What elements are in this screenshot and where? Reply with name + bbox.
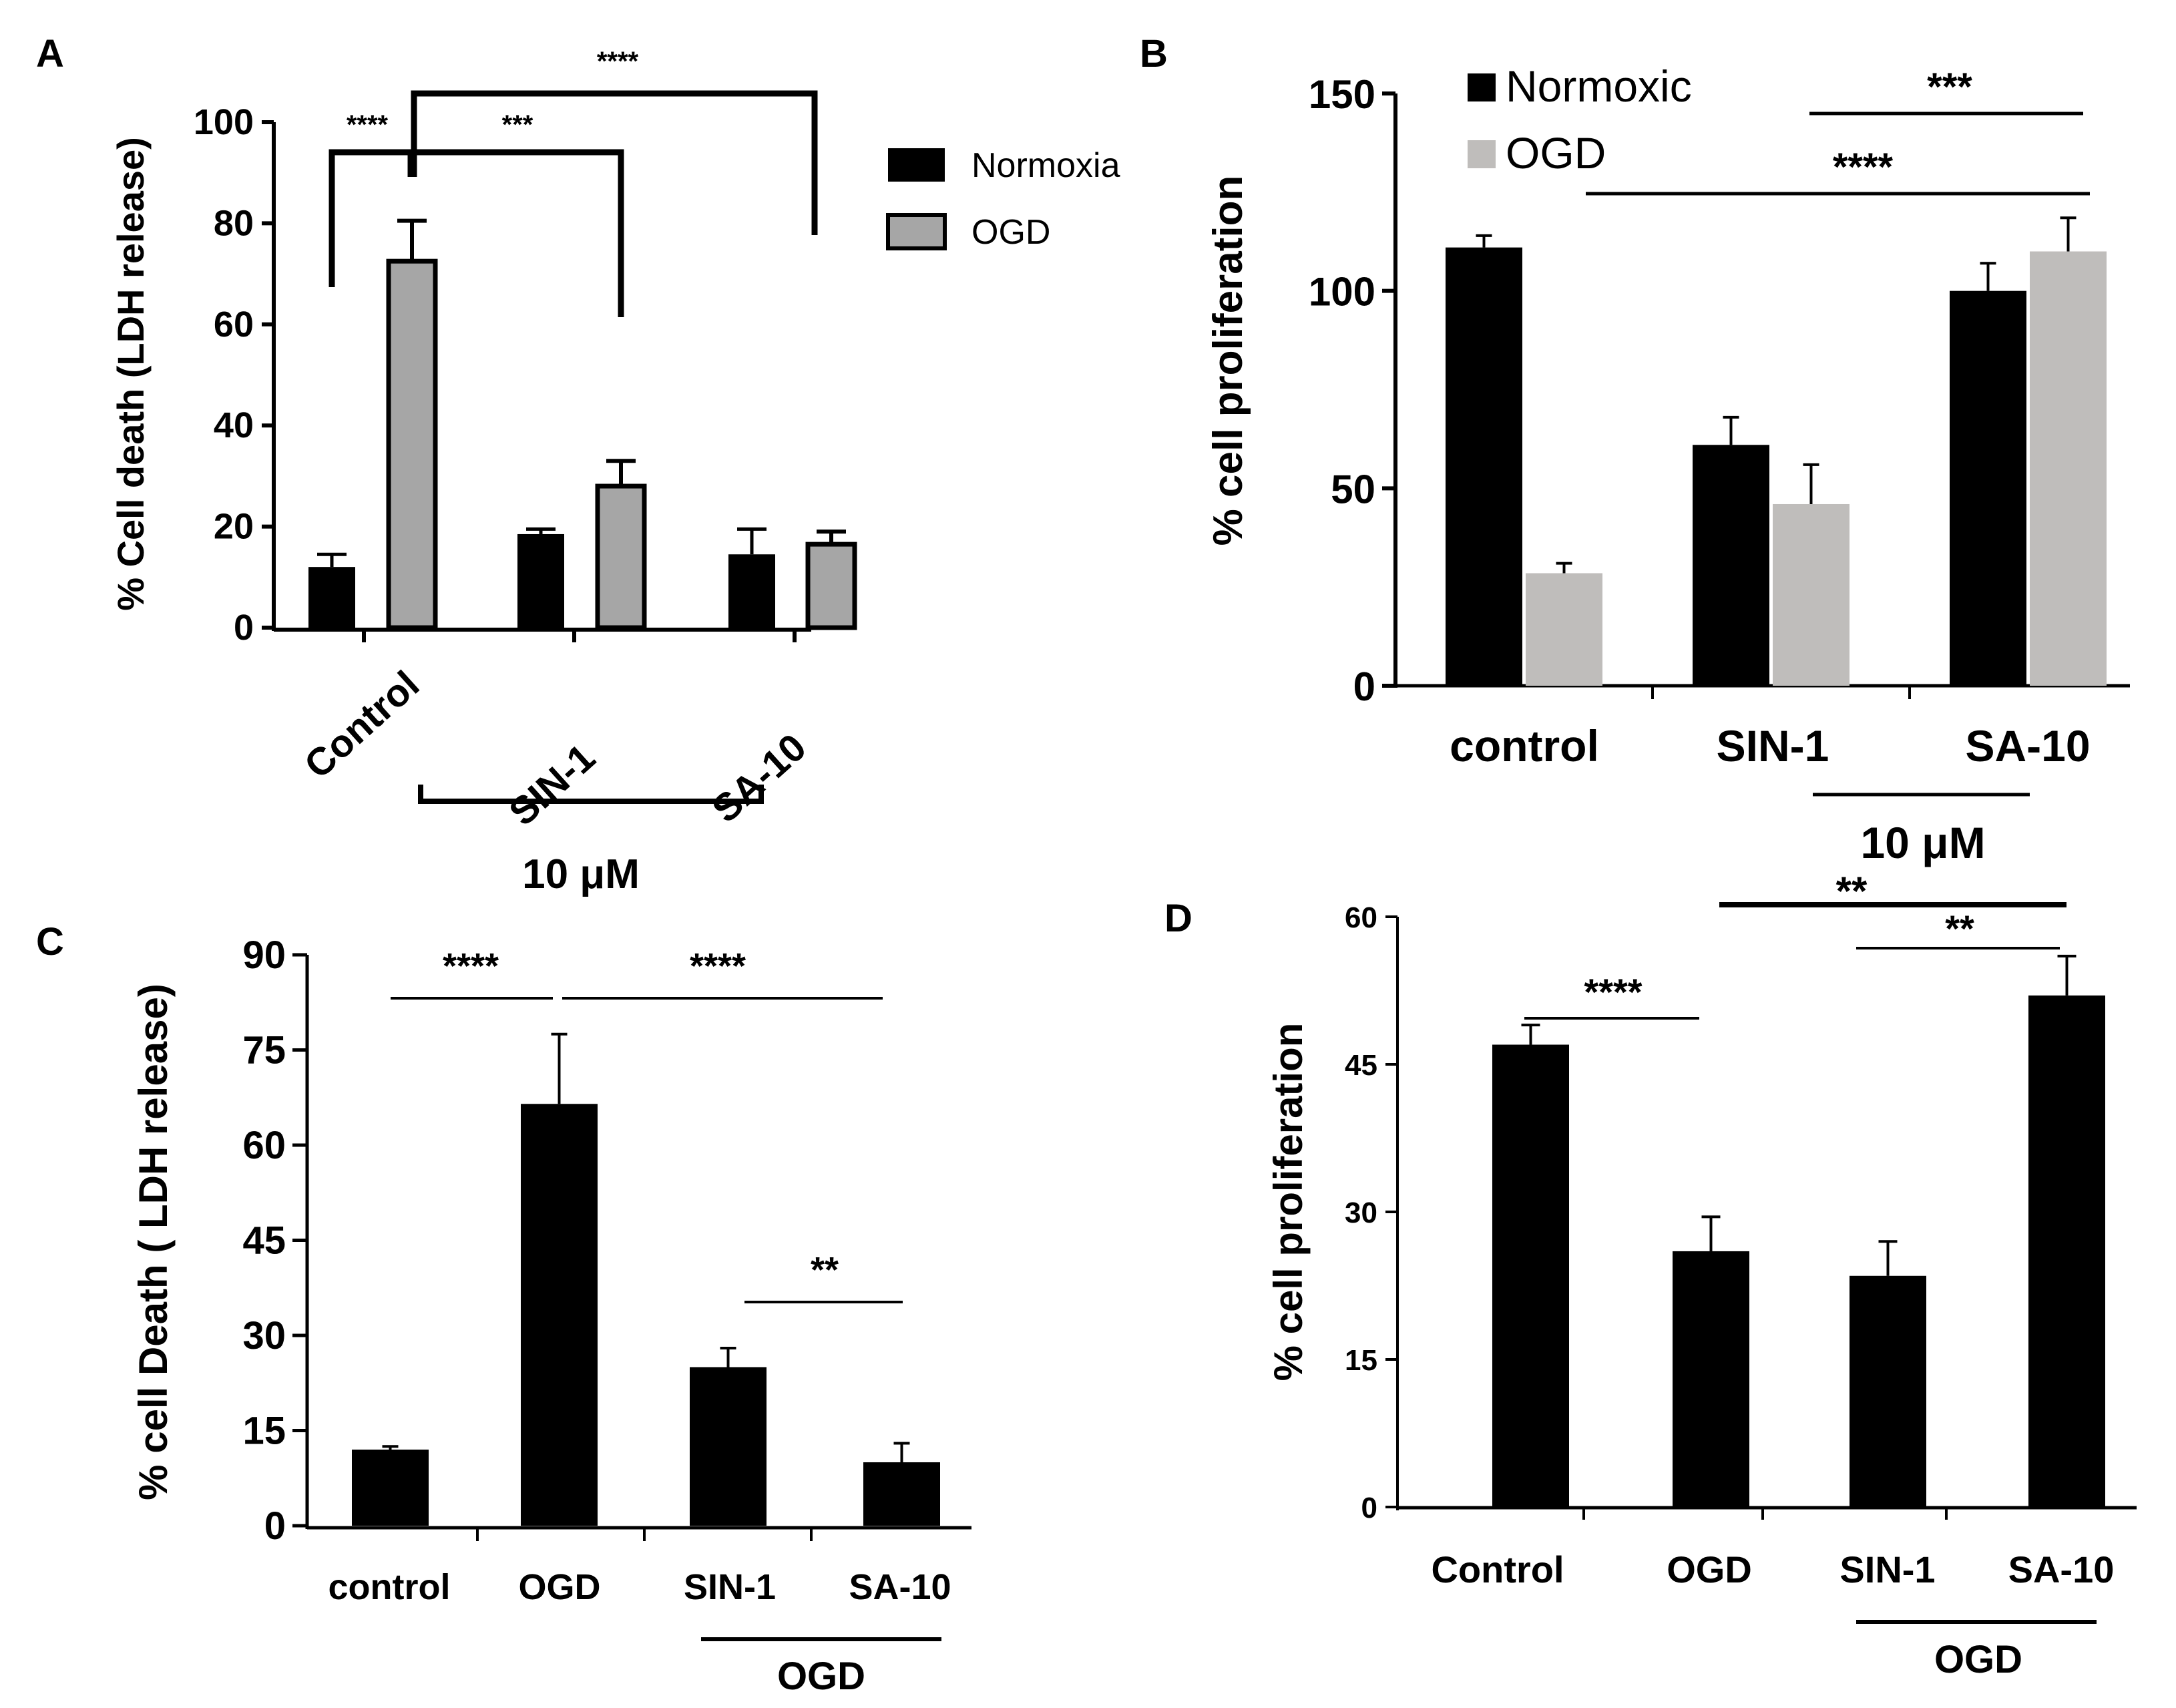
panel-d-category-label: OGD [1667, 1548, 1752, 1590]
panel-a-sig-label-2: *** [502, 110, 533, 140]
panel-c-y-axis-label: % cell Death ( LDH release) [131, 984, 176, 1500]
panel-b-legend-normoxic: Normoxic [1506, 61, 1692, 111]
panel-a-legend-ogd: OGD [971, 213, 1050, 252]
panel-c-y-tick-label: 45 [242, 1219, 286, 1263]
panel-c-bar [690, 1367, 767, 1526]
panel-c-bar [863, 1462, 940, 1526]
panel-c-y-tick-label: 60 [242, 1124, 286, 1167]
panel-c-y-tick-label: 30 [242, 1314, 286, 1357]
panel-a-sig-bracket-1 [329, 149, 414, 287]
panel-d-y-tick-label: 0 [1361, 1492, 1377, 1524]
panel-label-d: D [1164, 897, 1192, 940]
panel-d-y-tick-label: 15 [1345, 1344, 1377, 1377]
panel-d-sig-label-3: ** [1945, 907, 1974, 949]
panel-c-category-label: OGD [518, 1567, 600, 1607]
panel-d-bar [1492, 1044, 1569, 1507]
panel-a-group-bracket [418, 785, 764, 804]
panel-b-bar-ogd [1526, 573, 1602, 686]
panel-d-category-label: SIN-1 [1839, 1548, 1935, 1590]
panel-c-sig-label-1: **** [443, 946, 499, 986]
panel-c-group-label: OGD [777, 1655, 865, 1698]
panel-a-category-label: SA-10 [704, 725, 815, 831]
panel-b-bar-normoxic [1446, 247, 1522, 686]
panel-b-bar-normoxic [1693, 445, 1769, 686]
panel-a-sig-bracket-2 [411, 149, 624, 317]
panel-a-sig-label-3: **** [597, 47, 639, 76]
panel-a-bar-ogd [595, 483, 647, 630]
panel-d-bar [1673, 1251, 1749, 1507]
panel-a-bar-normoxia [308, 567, 355, 628]
panel-c-sig-label-3: ** [811, 1250, 839, 1290]
panel-a-bar-ogd [805, 542, 857, 630]
panel-a-bar-ogd [386, 258, 438, 630]
panel-c-y-tick-label: 90 [242, 933, 286, 977]
panel-d-bar [2028, 995, 2105, 1507]
panel-a-sig-label-1: **** [347, 110, 389, 140]
panel-a-sig-bracket-3 [411, 90, 818, 235]
panel-a-y-tick-label: 0 [234, 608, 254, 648]
panel-a-y-tick-label: 60 [214, 304, 254, 345]
panel-c-category-label: SA-10 [849, 1567, 951, 1607]
panel-label-a: A [36, 32, 64, 75]
panel-label-c: C [36, 920, 64, 964]
panel-d-group-label: OGD [1934, 1638, 2022, 1681]
panel-a-y-tick-label: 20 [214, 507, 254, 547]
panel-d-sig-label-1: **** [1584, 971, 1642, 1013]
panel-label-b: B [1140, 32, 1168, 75]
panel-b-y-tick-label: 100 [1309, 270, 1375, 314]
panel-b-legend-ogd: OGD [1506, 128, 1606, 178]
panel-d-y-tick-label: 60 [1345, 901, 1377, 934]
panel-b-bar-ogd [2030, 251, 2107, 686]
panel-a-y-tick-label: 100 [194, 102, 254, 142]
panel-b-group-label: 10 μM [1860, 818, 1985, 867]
panel-b-bar-ogd [1773, 503, 1849, 686]
panel-c-y-tick-label: 15 [242, 1410, 286, 1453]
panel-d-y-axis-label: % cell proliferation [1266, 1023, 1311, 1381]
panel-c-category-label: SIN-1 [684, 1567, 776, 1607]
panel-b-y-tick-label: 0 [1353, 664, 1375, 709]
panel-a-legend-normoxia: Normoxia [971, 146, 1120, 185]
panel-c-bar [521, 1104, 598, 1526]
panel-a-legend-swatch-normoxia [888, 148, 945, 182]
panel-a-group-label: 10 μM [522, 851, 640, 897]
panel-c-sig-label-2: **** [690, 946, 746, 986]
panel-b-y-axis-label: % cell proliferation [1205, 176, 1251, 546]
panel-a-bar-normoxia [517, 533, 564, 628]
panel-b-category-label: SIN-1 [1717, 721, 1829, 771]
panel-c-y-tick-label: 0 [264, 1504, 286, 1548]
panel-b-sig-label-1: *** [1927, 65, 1972, 109]
panel-b-legend-swatch-ogd [1468, 140, 1496, 168]
panel-a-y-tick-label: 80 [214, 203, 254, 243]
panel-a-bar-normoxia [728, 554, 775, 628]
panel-a-y-tick-label: 40 [214, 405, 254, 445]
panel-b-y-tick-label: 150 [1309, 72, 1375, 117]
panel-d-y-tick-label: 45 [1345, 1049, 1377, 1082]
panel-d-bar [1849, 1275, 1926, 1507]
panel-d-category-label: SA-10 [2008, 1548, 2115, 1590]
panel-a-legend-swatch-ogd [886, 213, 947, 250]
panel-b-category-label: control [1450, 721, 1599, 771]
panel-b-y-tick-label: 50 [1331, 467, 1375, 511]
panel-c-bar [352, 1450, 429, 1526]
panel-b-bar-normoxic [1950, 290, 2026, 686]
panel-a-y-axis-label: % Cell death (LDH release) [110, 137, 152, 611]
panel-c-y-tick-label: 75 [242, 1029, 286, 1072]
panel-c-category-label: control [329, 1567, 451, 1607]
panel-d-sig-label-2: ** [1836, 869, 1868, 913]
panel-b-category-label: SA-10 [1965, 721, 2090, 771]
panel-b-sig-label-2: **** [1833, 146, 1894, 189]
panel-a-category-label: SIN-1 [501, 736, 604, 835]
panel-d-category-label: Control [1431, 1548, 1564, 1590]
panel-d-y-tick-label: 30 [1345, 1197, 1377, 1229]
panel-a-category-label: Control [296, 662, 428, 787]
panel-b-legend-swatch-normoxic [1468, 73, 1496, 101]
